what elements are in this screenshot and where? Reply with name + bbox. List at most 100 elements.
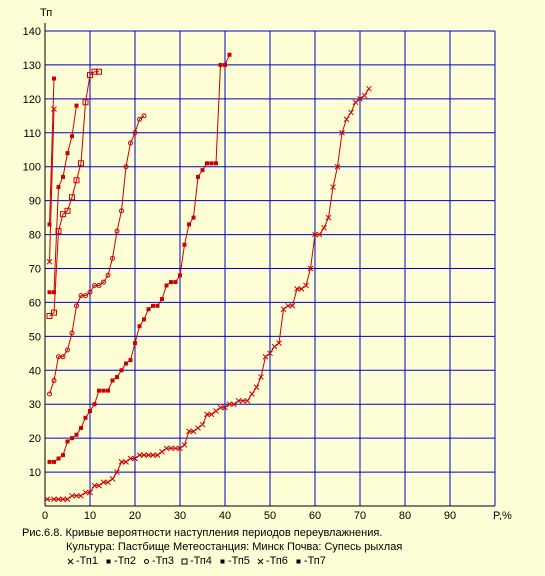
data-point: [280, 306, 287, 313]
y-tick-label: 80: [29, 230, 41, 242]
data-point: [173, 280, 178, 285]
data-point: [106, 388, 110, 393]
data-point: [307, 265, 314, 272]
legend-item: -Тп2: [104, 554, 136, 568]
x-tick-label: 70: [354, 510, 366, 520]
data-point: [123, 164, 129, 170]
data-point: [137, 324, 142, 329]
series-line: [49, 115, 145, 395]
data-point: [352, 99, 359, 106]
data-point: [154, 452, 161, 458]
data-point: [235, 397, 242, 404]
legend-marker-icon: [181, 558, 188, 564]
data-point: [46, 258, 53, 265]
data-point: [82, 99, 89, 106]
data-point: [217, 404, 224, 411]
data-point: [249, 391, 255, 397]
caption-details: Культура: Пастбище Метеостанция: Минск П…: [66, 541, 403, 553]
data-point: [100, 479, 107, 486]
legend-marker: [296, 559, 301, 563]
data-point: [136, 452, 143, 458]
legend-marker: [181, 558, 188, 564]
data-point: [172, 445, 179, 452]
series-2: [47, 52, 232, 464]
data-point: [285, 302, 291, 309]
data-point: [56, 456, 61, 461]
data-point: [69, 492, 75, 499]
data-point: [87, 72, 93, 79]
data-point: [73, 177, 80, 184]
series-line: [49, 71, 99, 317]
data-point: [92, 402, 97, 407]
data-point: [118, 459, 125, 465]
data-point: [109, 476, 116, 482]
data-point: [61, 453, 65, 458]
data-point: [114, 469, 120, 475]
data-point: [128, 358, 133, 363]
data-point: [227, 52, 232, 57]
series-layer: [44, 52, 372, 503]
x-tick-label: 60: [309, 510, 321, 520]
data-point: [115, 375, 119, 380]
data-point: [47, 391, 52, 397]
data-point: [133, 341, 137, 346]
series-3: [47, 113, 147, 397]
data-point: [64, 496, 71, 503]
data-point: [168, 445, 174, 452]
data-point: [289, 302, 296, 309]
data-point: [70, 436, 74, 441]
legend-marker-icon: [143, 558, 149, 564]
data-point: [74, 103, 79, 108]
data-point: [101, 279, 106, 285]
data-point: [205, 161, 209, 166]
y-tick-label: 50: [29, 331, 41, 343]
data-point: [258, 374, 264, 380]
data-point: [82, 489, 89, 496]
caption-title: Рис.6.8. Кривые вероятности наступления …: [22, 527, 383, 539]
data-point: [124, 361, 128, 366]
series-1: [44, 85, 372, 503]
data-point: [51, 309, 57, 316]
data-point: [64, 207, 71, 214]
x-tick-label: 90: [444, 510, 456, 520]
axes: [44, 23, 495, 507]
data-point: [191, 215, 196, 220]
data-point: [78, 492, 84, 499]
data-point: [114, 228, 120, 234]
data-point: [65, 347, 70, 353]
data-point: [177, 445, 183, 452]
series-line: [47, 88, 370, 500]
data-point: [69, 330, 75, 336]
data-point: [119, 208, 124, 214]
data-point: [55, 496, 62, 503]
data-point: [55, 228, 62, 235]
data-point: [141, 113, 147, 119]
legend-marker: [220, 559, 225, 563]
data-point: [195, 425, 201, 431]
data-point: [343, 116, 350, 123]
data-point: [151, 303, 155, 308]
data-point: [96, 282, 102, 288]
legend-marker: [67, 558, 74, 564]
data-point: [96, 482, 102, 489]
y-tick-label: 120: [23, 94, 41, 106]
y-tick-label: 20: [29, 433, 41, 445]
legend-marker-icon: [106, 559, 111, 563]
data-point: [91, 482, 98, 489]
data-point: [60, 354, 66, 360]
legend-label: -Тп1: [76, 555, 98, 567]
data-point: [321, 224, 327, 231]
data-point: [213, 408, 219, 414]
x-tick-label: 20: [129, 510, 141, 520]
data-point: [339, 129, 345, 136]
y-tick-label: 90: [29, 196, 41, 208]
series-6: [46, 106, 57, 265]
legend-item: -Тп7: [294, 554, 326, 568]
data-point: [101, 388, 106, 393]
data-point: [204, 411, 210, 418]
data-point: [361, 92, 368, 99]
data-point: [132, 455, 138, 462]
data-point: [187, 222, 191, 227]
series-7: [47, 76, 56, 227]
y-tick-label: 10: [29, 467, 41, 479]
